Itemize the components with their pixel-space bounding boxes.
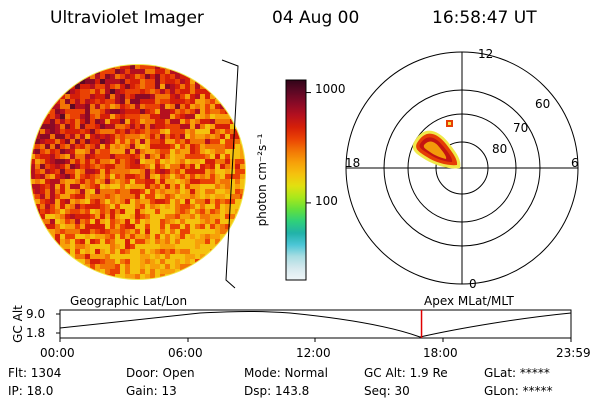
gc-alt-ytick-1-8: 1.8: [26, 326, 46, 340]
colorbar-tick-label-100: 100: [315, 194, 338, 208]
disk-edge-line: [221, 59, 239, 289]
gc-alt-xtick-2359: 23:59: [556, 346, 591, 360]
mlt-label-18: 18: [345, 156, 361, 170]
gc-alt-plot: [56, 309, 572, 342]
gc-alt-xtick-1200: 12:00: [296, 346, 331, 360]
status-ip: IP: 18.0: [8, 384, 54, 398]
colorbar: [285, 79, 311, 281]
geographic-label: Geographic Lat/Lon: [70, 294, 188, 308]
status-seq: Seq: 30: [364, 384, 410, 398]
colorbar-ticks: [306, 92, 311, 204]
gc-alt-xtick-0000: 00:00: [40, 346, 75, 360]
gc-alt-xtick-0600: 06:00: [168, 346, 203, 360]
status-gain: Gain: 13: [126, 384, 177, 398]
status-mode: Mode: Normal: [244, 366, 328, 380]
auroral-image-disk: [30, 59, 246, 289]
gc-alt-axis-label: GC Alt: [11, 305, 25, 343]
mlt-label-12: 12: [478, 47, 494, 61]
gc-alt-frame: [59, 309, 572, 339]
mlat-label-70: 70: [513, 121, 529, 135]
auroral-oval-blob: [412, 120, 461, 169]
mlat-label-80: 80: [492, 142, 508, 156]
mlt-label-6: 6: [571, 156, 579, 170]
mlt-label-0: 0: [469, 277, 477, 291]
status-glon: GLon: *****: [484, 384, 553, 398]
status-glat: GLat: *****: [484, 366, 550, 380]
disk-pixels: [31, 65, 245, 279]
status-gc-alt: GC Alt: 1.9 Re: [364, 366, 448, 380]
instrument-title: Ultraviolet Imager: [50, 8, 204, 28]
polar-plot: [345, 51, 579, 285]
colorbar-rect: [285, 79, 307, 281]
colorbar-tick-label-1000: 1000: [315, 82, 346, 96]
apex-label: Apex MLat/MLT: [424, 294, 514, 308]
time-label: 16:58:47 UT: [432, 8, 537, 28]
status-door: Door: Open: [126, 366, 195, 380]
colorbar-unit-label: photon cm⁻²s⁻¹: [255, 133, 269, 227]
status-flight: Flt: 1304: [8, 366, 62, 380]
gc-alt-ytick-9: 9.0: [26, 307, 46, 321]
status-dsp: Dsp: 143.8: [244, 384, 310, 398]
gc-alt-trajectory: [59, 311, 572, 338]
gc-alt-xtick-1800: 18:00: [423, 346, 458, 360]
mlat-label-60: 60: [535, 97, 551, 111]
date-label: 04 Aug 00: [272, 8, 360, 28]
